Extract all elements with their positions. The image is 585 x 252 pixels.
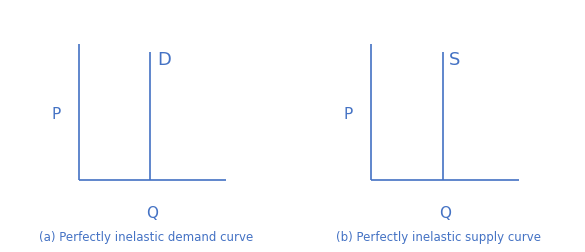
Text: P: P: [51, 107, 60, 122]
Text: (b) Perfectly inelastic supply curve: (b) Perfectly inelastic supply curve: [336, 231, 541, 244]
Text: Q: Q: [439, 206, 451, 222]
Text: D: D: [157, 51, 171, 69]
Text: (a) Perfectly inelastic demand curve: (a) Perfectly inelastic demand curve: [39, 231, 253, 244]
Text: Q: Q: [147, 206, 159, 222]
Text: S: S: [449, 51, 460, 69]
Text: P: P: [343, 107, 353, 122]
